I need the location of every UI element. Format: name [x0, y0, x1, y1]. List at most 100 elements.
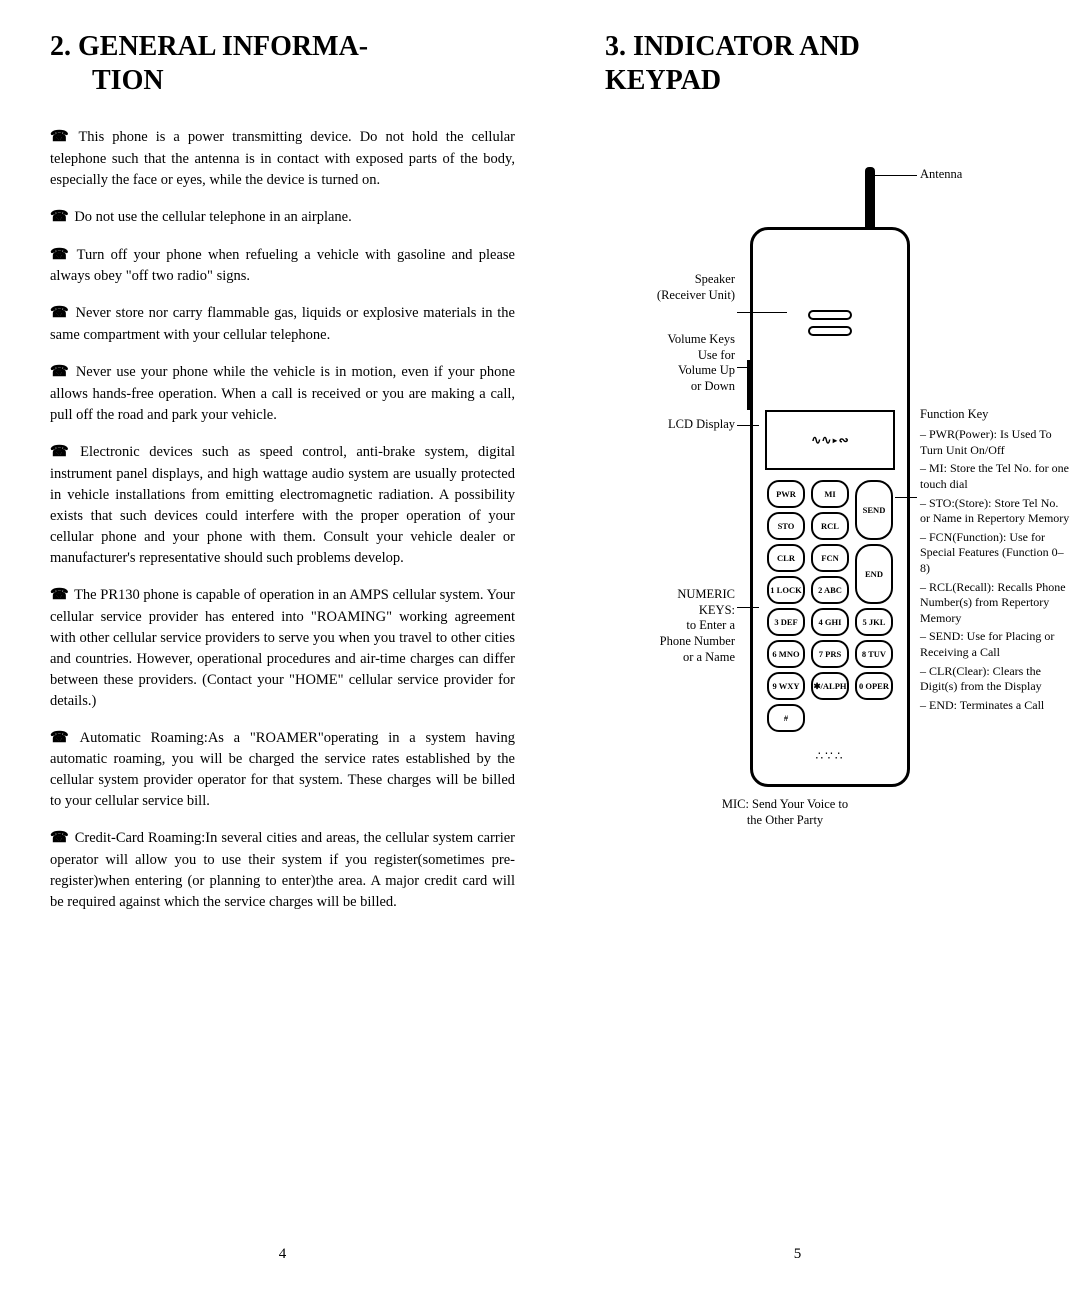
fn-item: – RCL(Recall): Recalls Phone Number(s) f…: [920, 580, 1070, 627]
title-line: KEYPAD: [605, 65, 721, 96]
bullet-text: This phone is a power transmitting devic…: [50, 129, 515, 188]
key-5: 5 JKL: [855, 608, 893, 636]
leader-line: [895, 497, 917, 498]
lcd-display: ∿∿▸∾: [765, 410, 895, 470]
bullet: ☎ Credit-Card Roaming:In several cities …: [50, 828, 515, 913]
bullet: ☎ Never use your phone while the vehicle…: [50, 362, 515, 426]
label-text: or a Name: [683, 650, 735, 664]
leader-line: [737, 607, 759, 608]
label-speaker: Speaker (Receiver Unit): [565, 272, 735, 303]
phone-icon: ☎: [50, 585, 69, 607]
speaker-slot: [808, 326, 852, 336]
right-column: 3. INDICATOR AND KEYPAD ∿∿▸∾ PWR MI SEND…: [565, 30, 1030, 1263]
bullet-text: Never store nor carry flammable gas, liq…: [50, 305, 515, 343]
key-mi: MI: [811, 480, 849, 508]
label-antenna: Antenna: [920, 167, 962, 183]
leader-line: [737, 367, 747, 368]
phone-diagram: ∿∿▸∾ PWR MI SEND STO RCL CLR FCN END 1 L…: [565, 167, 1030, 887]
key-4: 4 GHI: [811, 608, 849, 636]
title-line: TION: [50, 65, 164, 96]
bullet: ☎ Automatic Roaming:As a "ROAMER"operati…: [50, 728, 515, 813]
label-text: NUMERIC: [677, 587, 735, 601]
phone-icon: ☎: [50, 207, 69, 229]
leader-line: [737, 425, 759, 426]
label-text: KEYS:: [699, 603, 735, 617]
keypad: PWR MI SEND STO RCL CLR FCN END 1 LOCK 2…: [767, 480, 893, 732]
label-text: Volume Keys: [668, 332, 735, 346]
label-text: the Other Party: [747, 813, 823, 827]
phone-icon: ☎: [50, 245, 69, 267]
key-sto: STO: [767, 512, 805, 540]
key-9: 9 WXY: [767, 672, 805, 700]
fn-item: – FCN(Function): Use for Special Feature…: [920, 530, 1070, 577]
speaker-slot: [808, 310, 852, 320]
key-fcn: FCN: [811, 544, 849, 572]
bullet-text: Turn off your phone when refueling a veh…: [50, 247, 515, 285]
key-8: 8 TUV: [855, 640, 893, 668]
leader-line: [737, 312, 787, 313]
key-send: SEND: [855, 480, 893, 540]
section-3-title: 3. INDICATOR AND KEYPAD: [565, 30, 1030, 97]
key-end: END: [855, 544, 893, 604]
label-function-key: Function Key: [920, 407, 988, 423]
bullet-text: Automatic Roaming:As a "ROAMER"operating…: [50, 730, 515, 810]
key-2: 2 ABC: [811, 576, 849, 604]
lcd-content: ∿∿▸∾: [811, 433, 848, 447]
phone-icon: ☎: [50, 828, 69, 850]
label-text: (Receiver Unit): [657, 288, 735, 302]
label-text: Phone Number: [660, 634, 735, 648]
label-text: Speaker: [695, 272, 735, 286]
label-text: or Down: [691, 379, 735, 393]
label-text: to Enter a: [686, 618, 735, 632]
leader-line: [875, 175, 917, 176]
mic-dots: ∴∵∴: [816, 749, 845, 764]
bullet: ☎ Electronic devices such as speed contr…: [50, 442, 515, 569]
bullet: ☎ Turn off your phone when refueling a v…: [50, 245, 515, 288]
bullet-text: Credit-Card Roaming:In several cities an…: [50, 830, 515, 910]
key-clr: CLR: [767, 544, 805, 572]
bullet: ☎ The PR130 phone is capable of operatio…: [50, 585, 515, 712]
phone-icon: ☎: [50, 127, 69, 149]
key-pwr: PWR: [767, 480, 805, 508]
left-column: 2. GENERAL INFORMA- TION ☎ This phone is…: [50, 30, 515, 1263]
phone-icon: ☎: [50, 303, 69, 325]
label-mic: MIC: Send Your Voice to the Other Party: [655, 797, 915, 828]
page-number: 4: [50, 1246, 515, 1263]
bullet: ☎ Never store nor carry flammable gas, l…: [50, 303, 515, 346]
label-volume: Volume Keys Use for Volume Up or Down: [565, 332, 735, 395]
fn-item: – STO:(Store): Store Tel No. or Name in …: [920, 496, 1070, 527]
key-0: 0 OPER: [855, 672, 893, 700]
fn-item: – PWR(Power): Is Used To Turn Unit On/Of…: [920, 427, 1070, 458]
bullet-text: Electronic devices such as speed control…: [50, 444, 515, 566]
key-rcl: RCL: [811, 512, 849, 540]
title-line: 2. GENERAL INFORMA-: [50, 31, 368, 62]
key-star: ✱/ALPH: [811, 672, 849, 700]
phone-icon: ☎: [50, 362, 69, 384]
label-lcd: LCD Display: [565, 417, 735, 433]
label-text: Volume Up: [678, 363, 735, 377]
key-3: 3 DEF: [767, 608, 805, 636]
fn-item: – END: Terminates a Call: [920, 698, 1070, 714]
fn-item: – MI: Store the Tel No. for one touch di…: [920, 461, 1070, 492]
fn-item: – CLR(Clear): Clears the Digit(s) from t…: [920, 664, 1070, 695]
key-1: 1 LOCK: [767, 576, 805, 604]
label-text: MIC: Send Your Voice to: [722, 797, 848, 811]
bullet: ☎ Do not use the cellular telephone in a…: [50, 207, 515, 229]
bullet-text: Do not use the cellular telephone in an …: [74, 209, 351, 225]
bullet: ☎ This phone is a power transmitting dev…: [50, 127, 515, 191]
fn-item: – SEND: Use for Placing or Receiving a C…: [920, 629, 1070, 660]
bullet-text: Never use your phone while the vehicle i…: [50, 364, 515, 423]
key-7: 7 PRS: [811, 640, 849, 668]
function-key-list: – PWR(Power): Is Used To Turn Unit On/Of…: [920, 427, 1070, 716]
bullet-text: The PR130 phone is capable of operation …: [50, 587, 515, 709]
phone-body: ∿∿▸∾ PWR MI SEND STO RCL CLR FCN END 1 L…: [750, 227, 910, 787]
page-number: 5: [565, 1246, 1030, 1263]
label-text: LCD Display: [668, 417, 735, 431]
key-6: 6 MNO: [767, 640, 805, 668]
label-numeric: NUMERIC KEYS: to Enter a Phone Number or…: [565, 587, 735, 665]
section-2-title: 2. GENERAL INFORMA- TION: [50, 30, 515, 97]
phone-icon: ☎: [50, 442, 69, 464]
phone-icon: ☎: [50, 728, 69, 750]
key-hash: #: [767, 704, 805, 732]
label-text: Use for: [698, 348, 735, 362]
